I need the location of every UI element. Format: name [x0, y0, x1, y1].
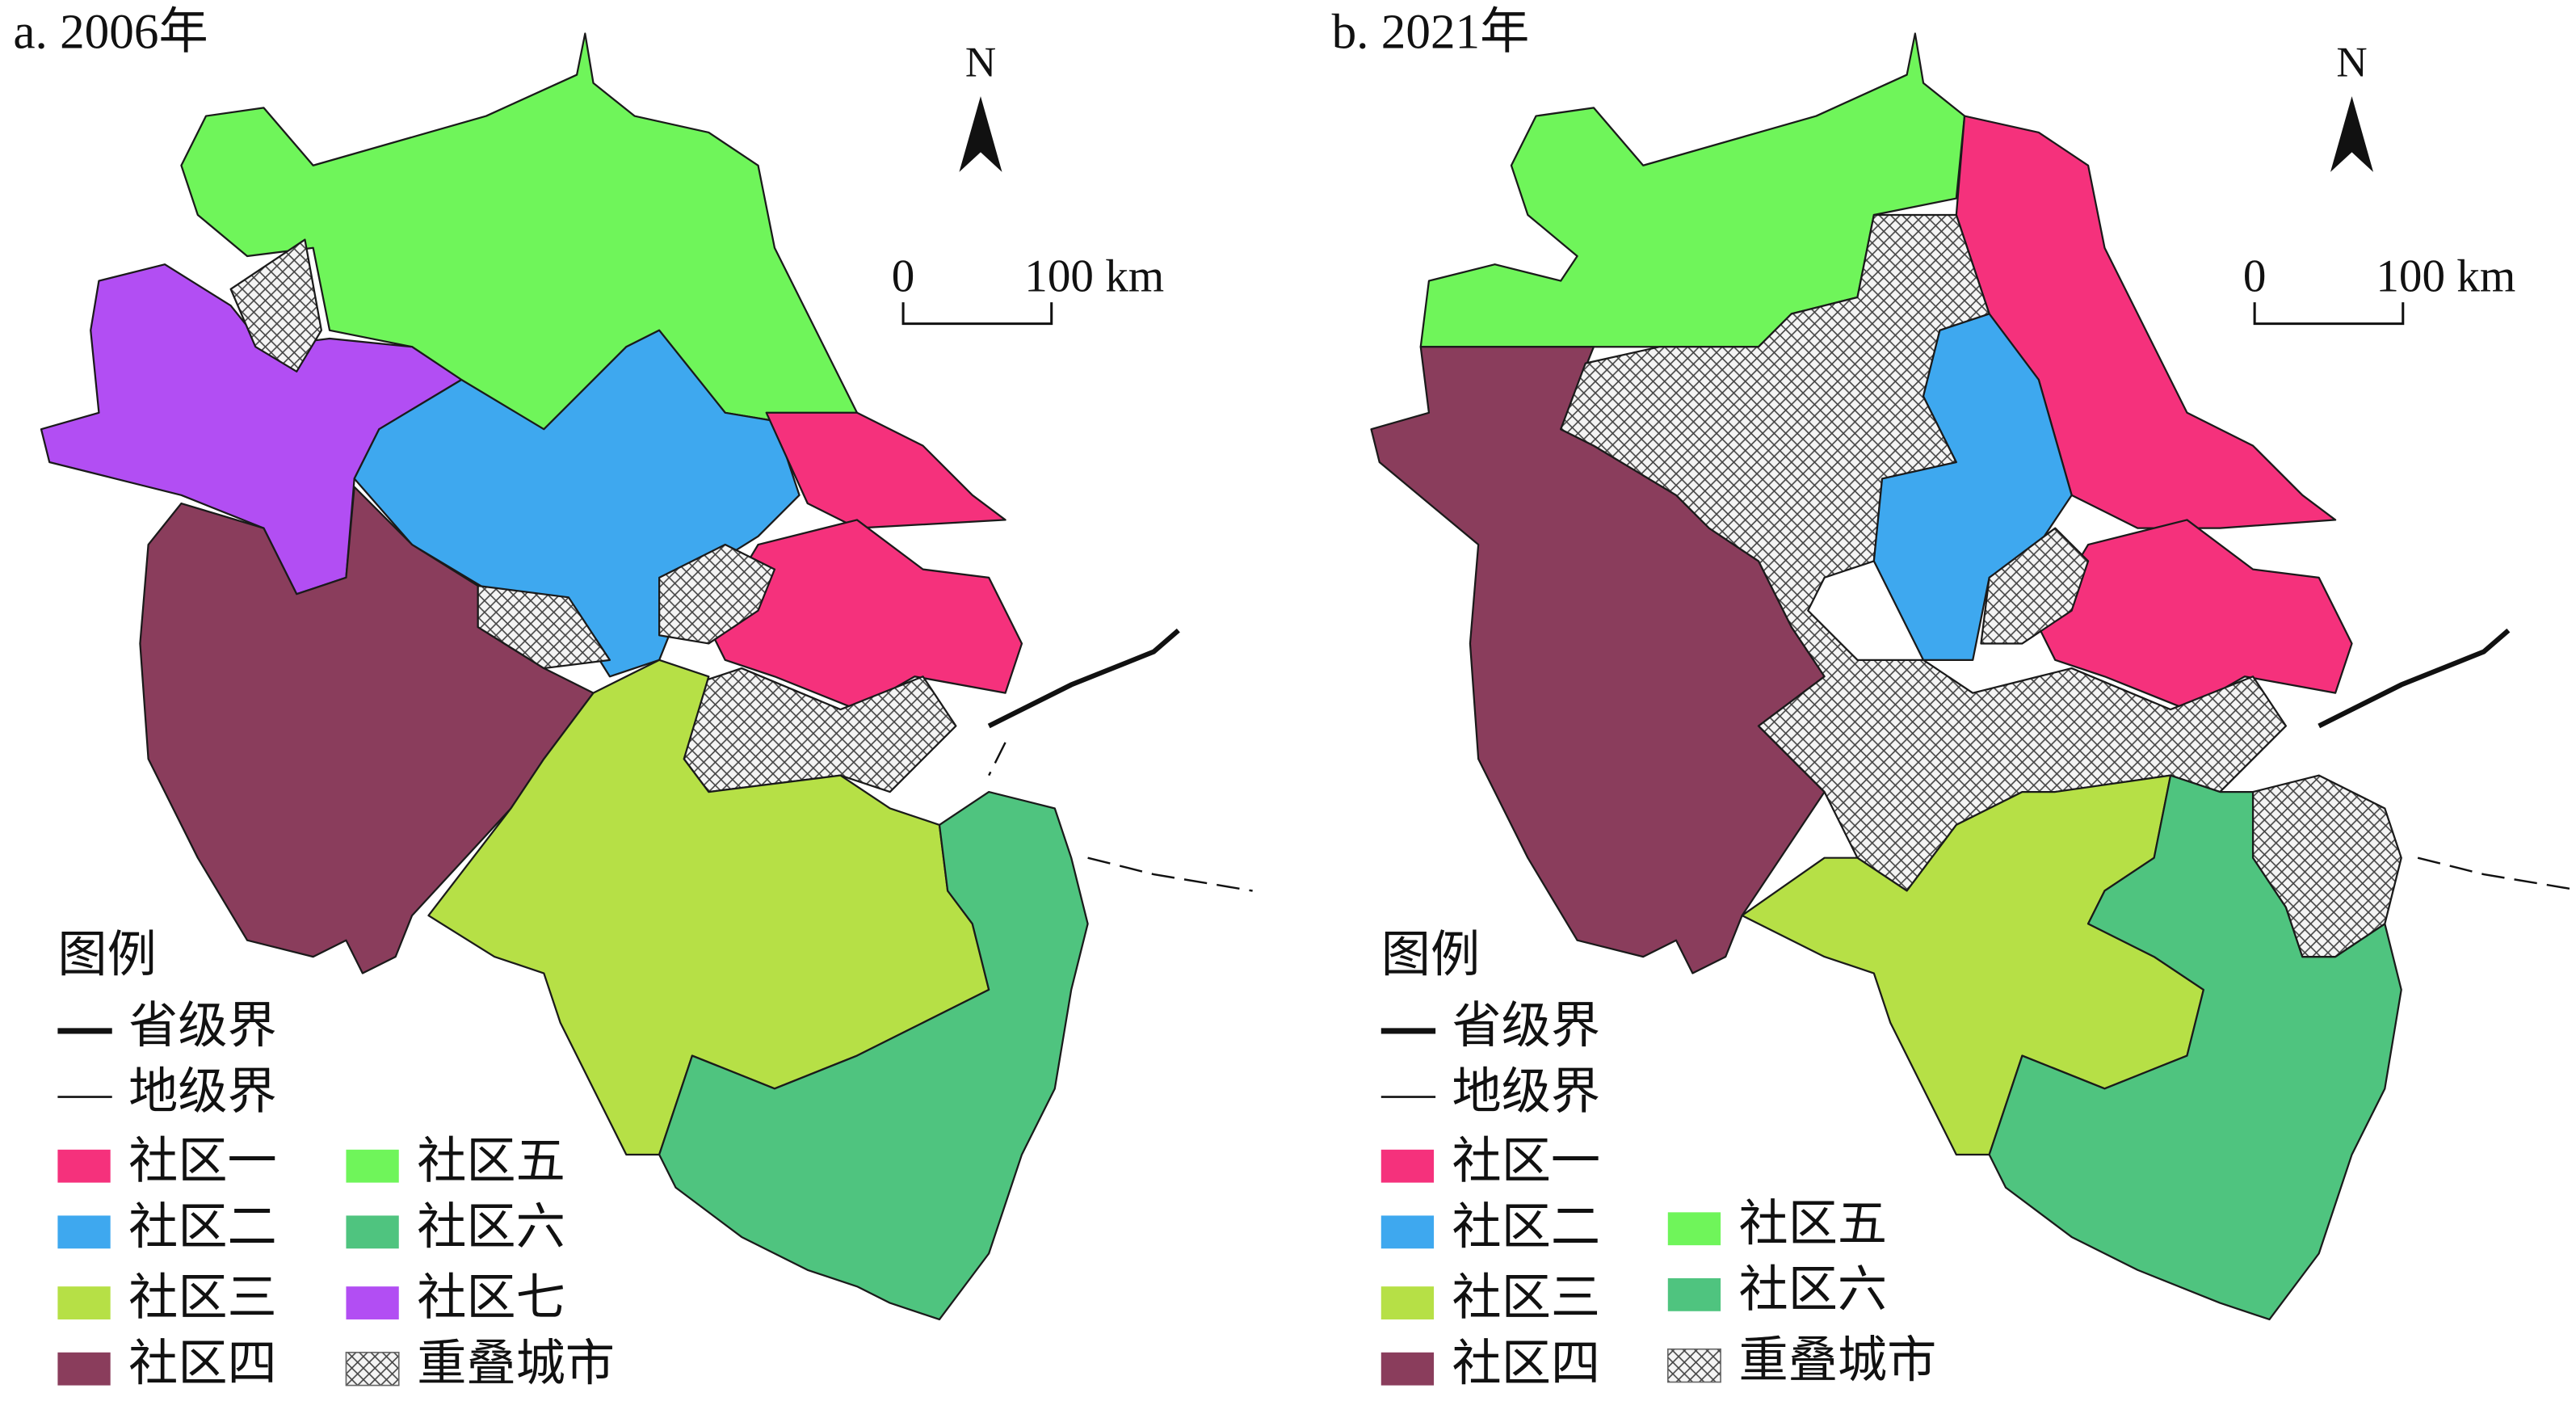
legend-title: 图例 — [57, 928, 156, 983]
legend-swatch — [1380, 1215, 1435, 1249]
legend-label: 社区五 — [1739, 1197, 1888, 1252]
region — [658, 790, 1089, 1321]
legend-label: 省级界 — [128, 999, 277, 1054]
region — [2037, 519, 2353, 711]
legend-label: 社区六 — [1739, 1262, 1888, 1317]
legend-swatch — [57, 1352, 111, 1386]
legend-swatch — [346, 1149, 399, 1183]
legend-label: 社区七 — [417, 1271, 565, 1326]
legend-label: 社区三 — [1452, 1271, 1601, 1326]
region — [477, 584, 611, 670]
province-boundary — [987, 628, 1180, 729]
legend-swatch — [345, 1351, 400, 1387]
province-boundary — [2417, 856, 2576, 891]
legend-swatch — [1380, 1149, 1435, 1183]
legend-label: 省级界 — [1452, 999, 1601, 1054]
legend-swatch — [1667, 1212, 1721, 1246]
legend-swatch — [57, 1215, 111, 1249]
panel-2006: a. 2006年 N 0 100 km 图例 省级界 地级界 社区一社区二社区三… — [13, 5, 1253, 1391]
legend-swatch — [1667, 1277, 1721, 1311]
legend-label: 社区四 — [1452, 1336, 1601, 1391]
scale-label: 0 — [892, 251, 915, 302]
region — [2251, 774, 2402, 958]
scale-label: 100 km — [2376, 251, 2515, 302]
region — [1980, 527, 2090, 645]
scale-label: 100 km — [1024, 251, 1164, 302]
province-boundary — [988, 742, 1253, 892]
legend-label: 重叠城市 — [1739, 1333, 1937, 1388]
legend-label: 社区一 — [1452, 1134, 1601, 1189]
legend-label: 社区四 — [128, 1336, 277, 1391]
province-boundary — [2318, 628, 2511, 729]
region — [658, 543, 776, 645]
scale-bar — [901, 302, 1053, 326]
north-arrow — [2330, 96, 2374, 172]
map — [40, 32, 1253, 1321]
legend-swatch — [346, 1215, 399, 1249]
legend-label: 重叠城市 — [417, 1336, 615, 1391]
panel-title: b. 2021年 — [1332, 5, 1530, 60]
legend-label: 社区一 — [128, 1134, 277, 1189]
map — [1370, 32, 2576, 1321]
legend-label: 地级界 — [128, 1065, 277, 1120]
legend-label: 地级界 — [1452, 1065, 1601, 1120]
scale-bar — [2253, 302, 2405, 326]
legend-title: 图例 — [1381, 928, 1480, 983]
legend-swatch — [346, 1286, 399, 1319]
legend-label: 社区六 — [417, 1200, 565, 1255]
legend-swatch — [57, 1286, 111, 1319]
north-arrow — [959, 96, 1002, 172]
panel-title: a. 2006年 — [13, 5, 208, 60]
region — [765, 411, 1006, 529]
legend-swatch — [1666, 1348, 1721, 1383]
panel-2021: b. 2021年 N 0 100 km 图例 省级界 地级界 社区一社区二社区三… — [1332, 5, 2576, 1391]
legend-swatch — [57, 1149, 111, 1183]
region — [229, 238, 322, 372]
north-label: N — [2336, 40, 2367, 86]
legend-label: 社区二 — [128, 1200, 277, 1255]
legend-label: 社区三 — [128, 1271, 277, 1326]
legend-label: 社区五 — [417, 1134, 565, 1189]
legend-swatch — [1380, 1352, 1435, 1386]
scale-label: 0 — [2243, 251, 2267, 302]
legend-label: 社区二 — [1452, 1200, 1601, 1255]
north-label: N — [965, 40, 996, 86]
region — [708, 519, 1023, 711]
legend-swatch — [1380, 1286, 1435, 1319]
